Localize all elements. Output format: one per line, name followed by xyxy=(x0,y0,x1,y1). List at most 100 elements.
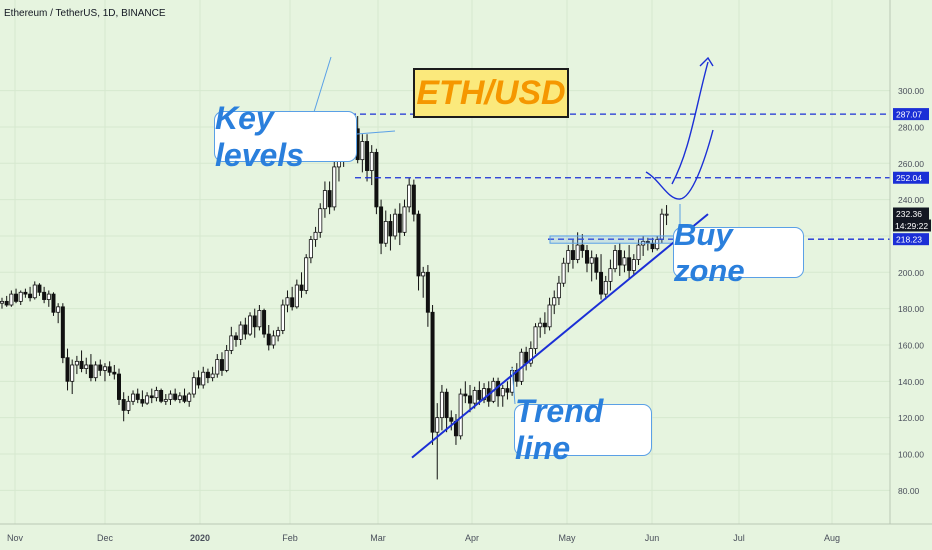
candle xyxy=(163,394,168,405)
candle-body xyxy=(102,366,107,371)
candle xyxy=(266,324,271,351)
time-tick-label: May xyxy=(558,533,576,543)
candle-body xyxy=(140,399,145,404)
price-label-bg xyxy=(893,233,929,246)
candle-body xyxy=(528,348,533,364)
price-tick-label: 160.00 xyxy=(898,340,924,350)
trend-line-layer xyxy=(313,56,714,459)
candle-body xyxy=(463,393,468,397)
candle-body xyxy=(201,371,206,386)
candle xyxy=(121,392,126,422)
candle-body xyxy=(51,293,56,313)
price-tick-label: 100.00 xyxy=(898,450,924,460)
candle-body xyxy=(37,284,42,293)
candle xyxy=(453,414,458,445)
candle xyxy=(458,388,463,440)
candle xyxy=(393,208,398,240)
candle-body xyxy=(556,282,561,299)
candle-body xyxy=(280,304,285,331)
candle-body xyxy=(149,395,154,399)
candle xyxy=(594,254,599,280)
candle-body xyxy=(599,271,604,295)
candle-body xyxy=(416,213,421,277)
candle xyxy=(84,357,89,375)
candle-body xyxy=(4,300,9,306)
candle-body xyxy=(46,293,51,300)
time-axis[interactable]: Nov Dec 2020 Feb Mar Apr May Jun Jul Aug xyxy=(0,523,932,543)
candle-body xyxy=(547,304,552,328)
candle-body xyxy=(594,257,599,273)
time-tick-label: Jul xyxy=(733,533,745,543)
candle xyxy=(416,210,421,291)
candle-body xyxy=(580,244,585,251)
candle-body xyxy=(107,366,112,373)
candle xyxy=(425,265,430,327)
candle xyxy=(18,290,23,306)
candle-body xyxy=(472,390,477,404)
candle xyxy=(182,388,187,404)
candle xyxy=(365,134,370,182)
candle xyxy=(622,250,627,273)
candle xyxy=(14,288,19,304)
candle xyxy=(294,279,299,309)
candle-body xyxy=(533,326,538,350)
candle-body xyxy=(383,221,388,244)
candle-body xyxy=(500,388,505,397)
candle-body xyxy=(613,250,618,270)
candle xyxy=(210,366,215,382)
countdown-label: 14:29:22 xyxy=(895,221,928,231)
candle-body xyxy=(379,206,384,244)
candle-body xyxy=(313,231,318,240)
candle-body xyxy=(318,208,323,233)
candle xyxy=(107,361,112,376)
price-tick-label: 140.00 xyxy=(898,377,924,387)
price-tick-label: 80.00 xyxy=(898,486,920,496)
candle-body xyxy=(154,390,159,399)
price-label-3: 218.23 xyxy=(896,235,922,245)
price-tick-label: 240.00 xyxy=(898,195,924,205)
candle-body xyxy=(126,400,131,411)
candle xyxy=(379,199,384,255)
candle xyxy=(70,359,75,395)
eth-usd-title-box: ETH/USD xyxy=(413,68,569,118)
candle-body xyxy=(145,395,150,404)
candle-body xyxy=(159,390,164,402)
candle xyxy=(0,297,4,309)
candle xyxy=(252,308,257,338)
price-axis[interactable]: 300.00280.00260.00240.00220.00200.00180.… xyxy=(889,0,931,524)
candle xyxy=(589,250,594,282)
candle xyxy=(9,290,14,307)
price-label-0: 287.07 xyxy=(896,110,922,120)
price-label-2: 232.36 xyxy=(896,209,922,219)
candle-body xyxy=(439,391,444,419)
candle-body xyxy=(210,373,215,379)
candle xyxy=(60,303,65,364)
candle-body xyxy=(449,417,454,422)
candle xyxy=(201,366,206,389)
symbol-title: Ethereum / TetherUS, 1D, BINANCE xyxy=(4,8,166,19)
candle xyxy=(402,199,407,236)
candle-body xyxy=(224,350,229,371)
candle-body xyxy=(365,141,370,171)
candle xyxy=(42,286,47,304)
candle xyxy=(248,312,253,336)
candle xyxy=(505,381,510,400)
candle xyxy=(369,145,374,186)
candle xyxy=(467,384,472,413)
candle-body xyxy=(196,377,201,386)
candle-body xyxy=(290,297,295,308)
candle xyxy=(496,377,501,407)
candle-body xyxy=(285,297,290,306)
candle xyxy=(570,239,575,269)
candle xyxy=(664,205,669,226)
candle-body xyxy=(215,359,220,375)
candle-body xyxy=(23,291,28,295)
candle xyxy=(631,254,636,276)
candle-body xyxy=(617,250,622,266)
candle xyxy=(224,344,229,373)
candle xyxy=(383,210,388,247)
candle-body xyxy=(585,250,590,264)
time-tick-label: Jun xyxy=(645,533,660,543)
candle-body xyxy=(603,280,608,295)
